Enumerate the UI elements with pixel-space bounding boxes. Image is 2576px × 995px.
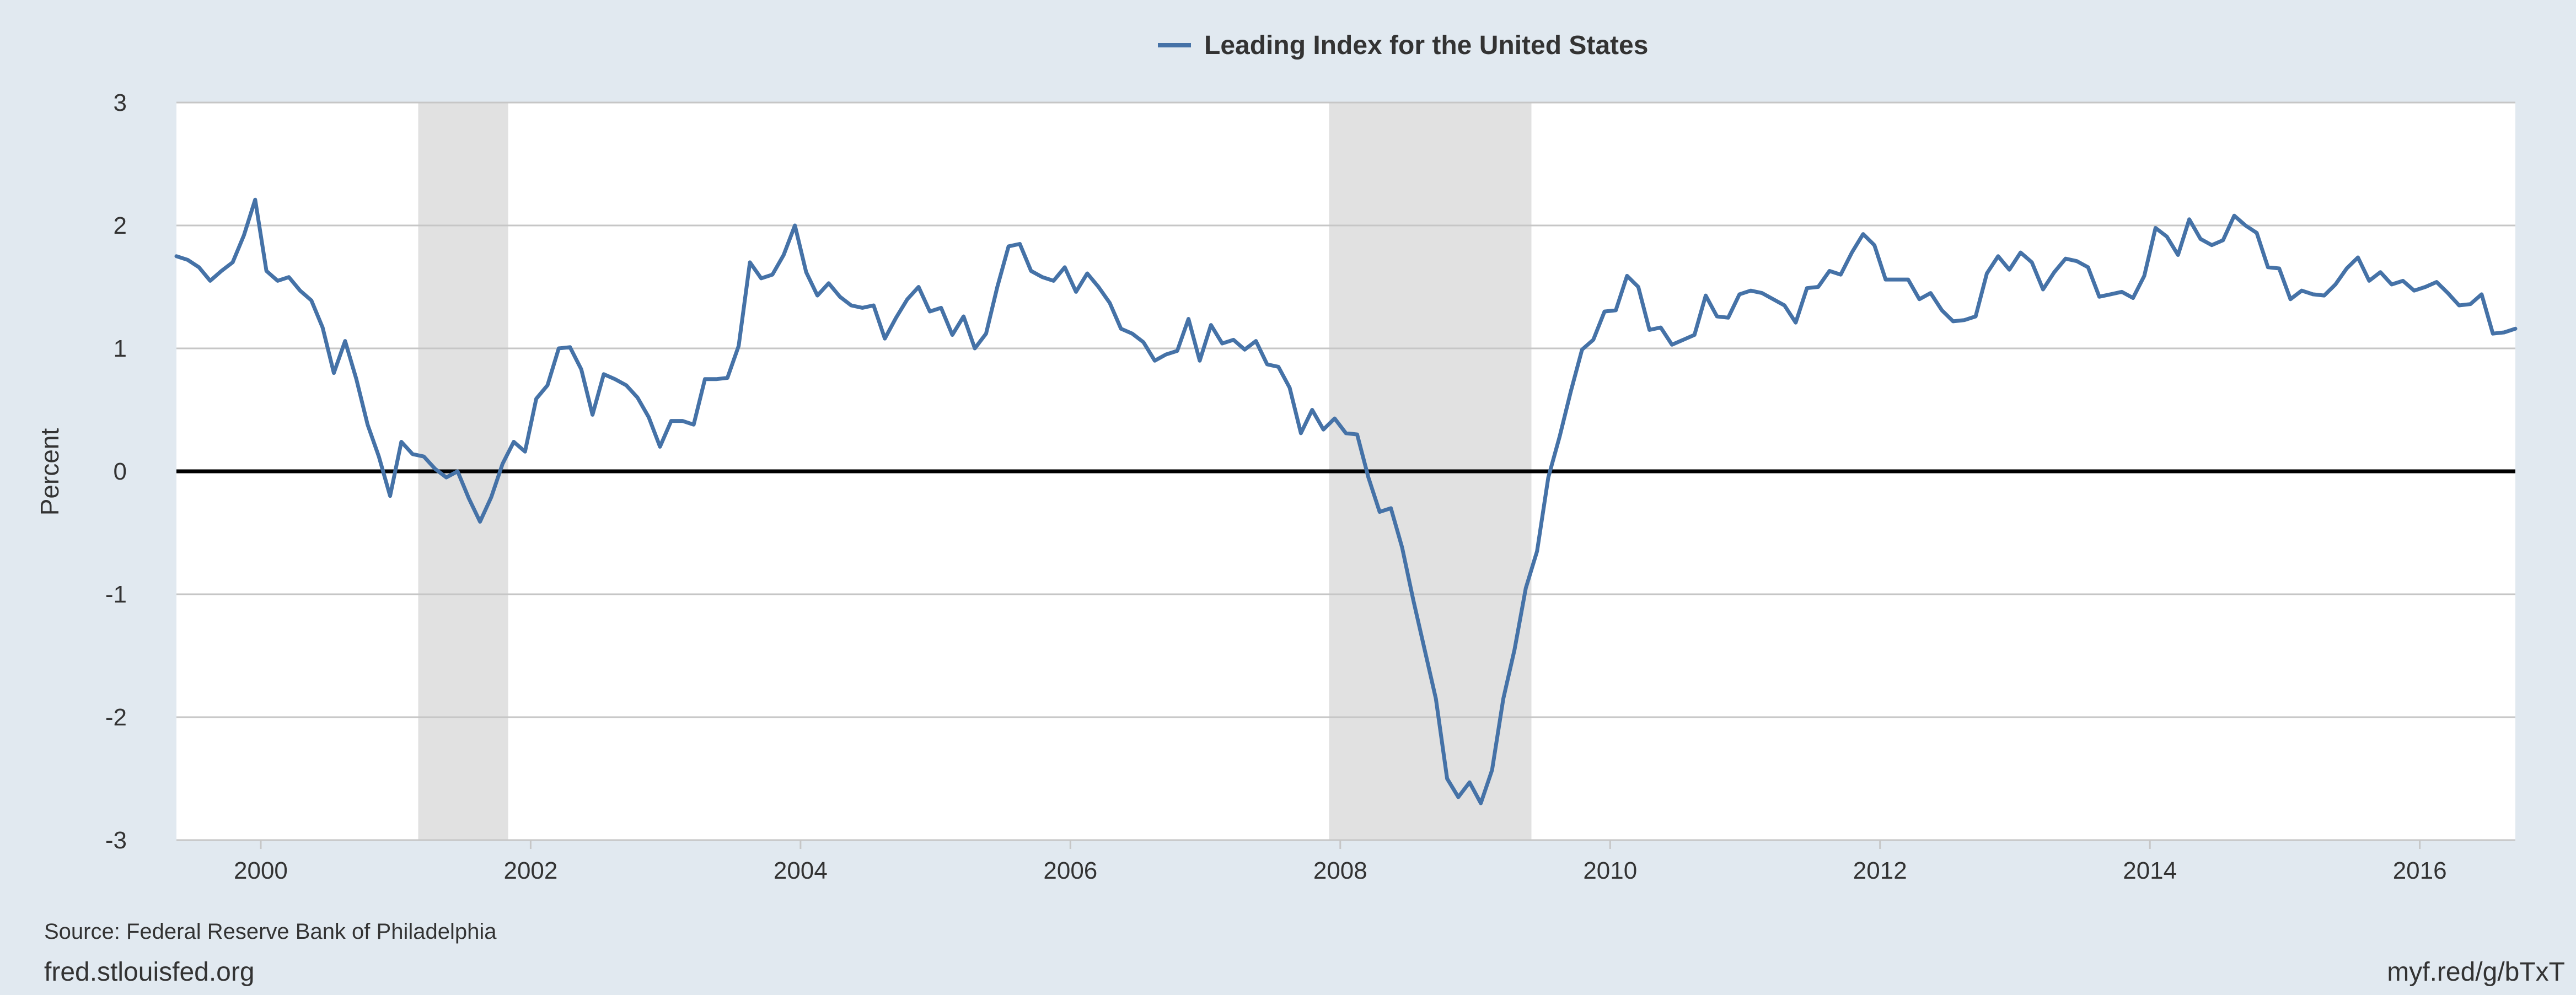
x-tick-label: 2004 bbox=[774, 857, 828, 884]
x-tick-label: 2000 bbox=[234, 857, 288, 884]
y-tick-label: -1 bbox=[105, 581, 127, 608]
x-tick-label: 2010 bbox=[1583, 857, 1637, 884]
x-tick-label: 2008 bbox=[1313, 857, 1367, 884]
y-tick-label: 1 bbox=[114, 335, 127, 362]
x-tick-label: 2002 bbox=[503, 857, 557, 884]
source-text: Source: Federal Reserve Bank of Philadel… bbox=[44, 919, 497, 944]
y-tick-label: -2 bbox=[105, 704, 127, 731]
site-link[interactable]: fred.stlouisfed.org bbox=[44, 958, 255, 987]
x-tick-label: 2012 bbox=[1853, 857, 1907, 884]
y-tick-label: 3 bbox=[114, 89, 127, 116]
y-tick-label: -3 bbox=[105, 827, 127, 854]
y-tick-label: 0 bbox=[114, 458, 127, 485]
x-tick-label: 2016 bbox=[2393, 857, 2447, 884]
x-tick-label: 2006 bbox=[1043, 857, 1097, 884]
y-axis-title: Percent bbox=[35, 428, 64, 516]
y-tick-label: 2 bbox=[114, 212, 127, 239]
legend-label[interactable]: Leading Index for the United States bbox=[1204, 31, 1648, 60]
series-line-1[interactable] bbox=[174, 197, 2518, 805]
short-link[interactable]: myf.red/g/bTxT bbox=[2387, 958, 2565, 987]
x-tick-label: 2014 bbox=[2123, 857, 2177, 884]
